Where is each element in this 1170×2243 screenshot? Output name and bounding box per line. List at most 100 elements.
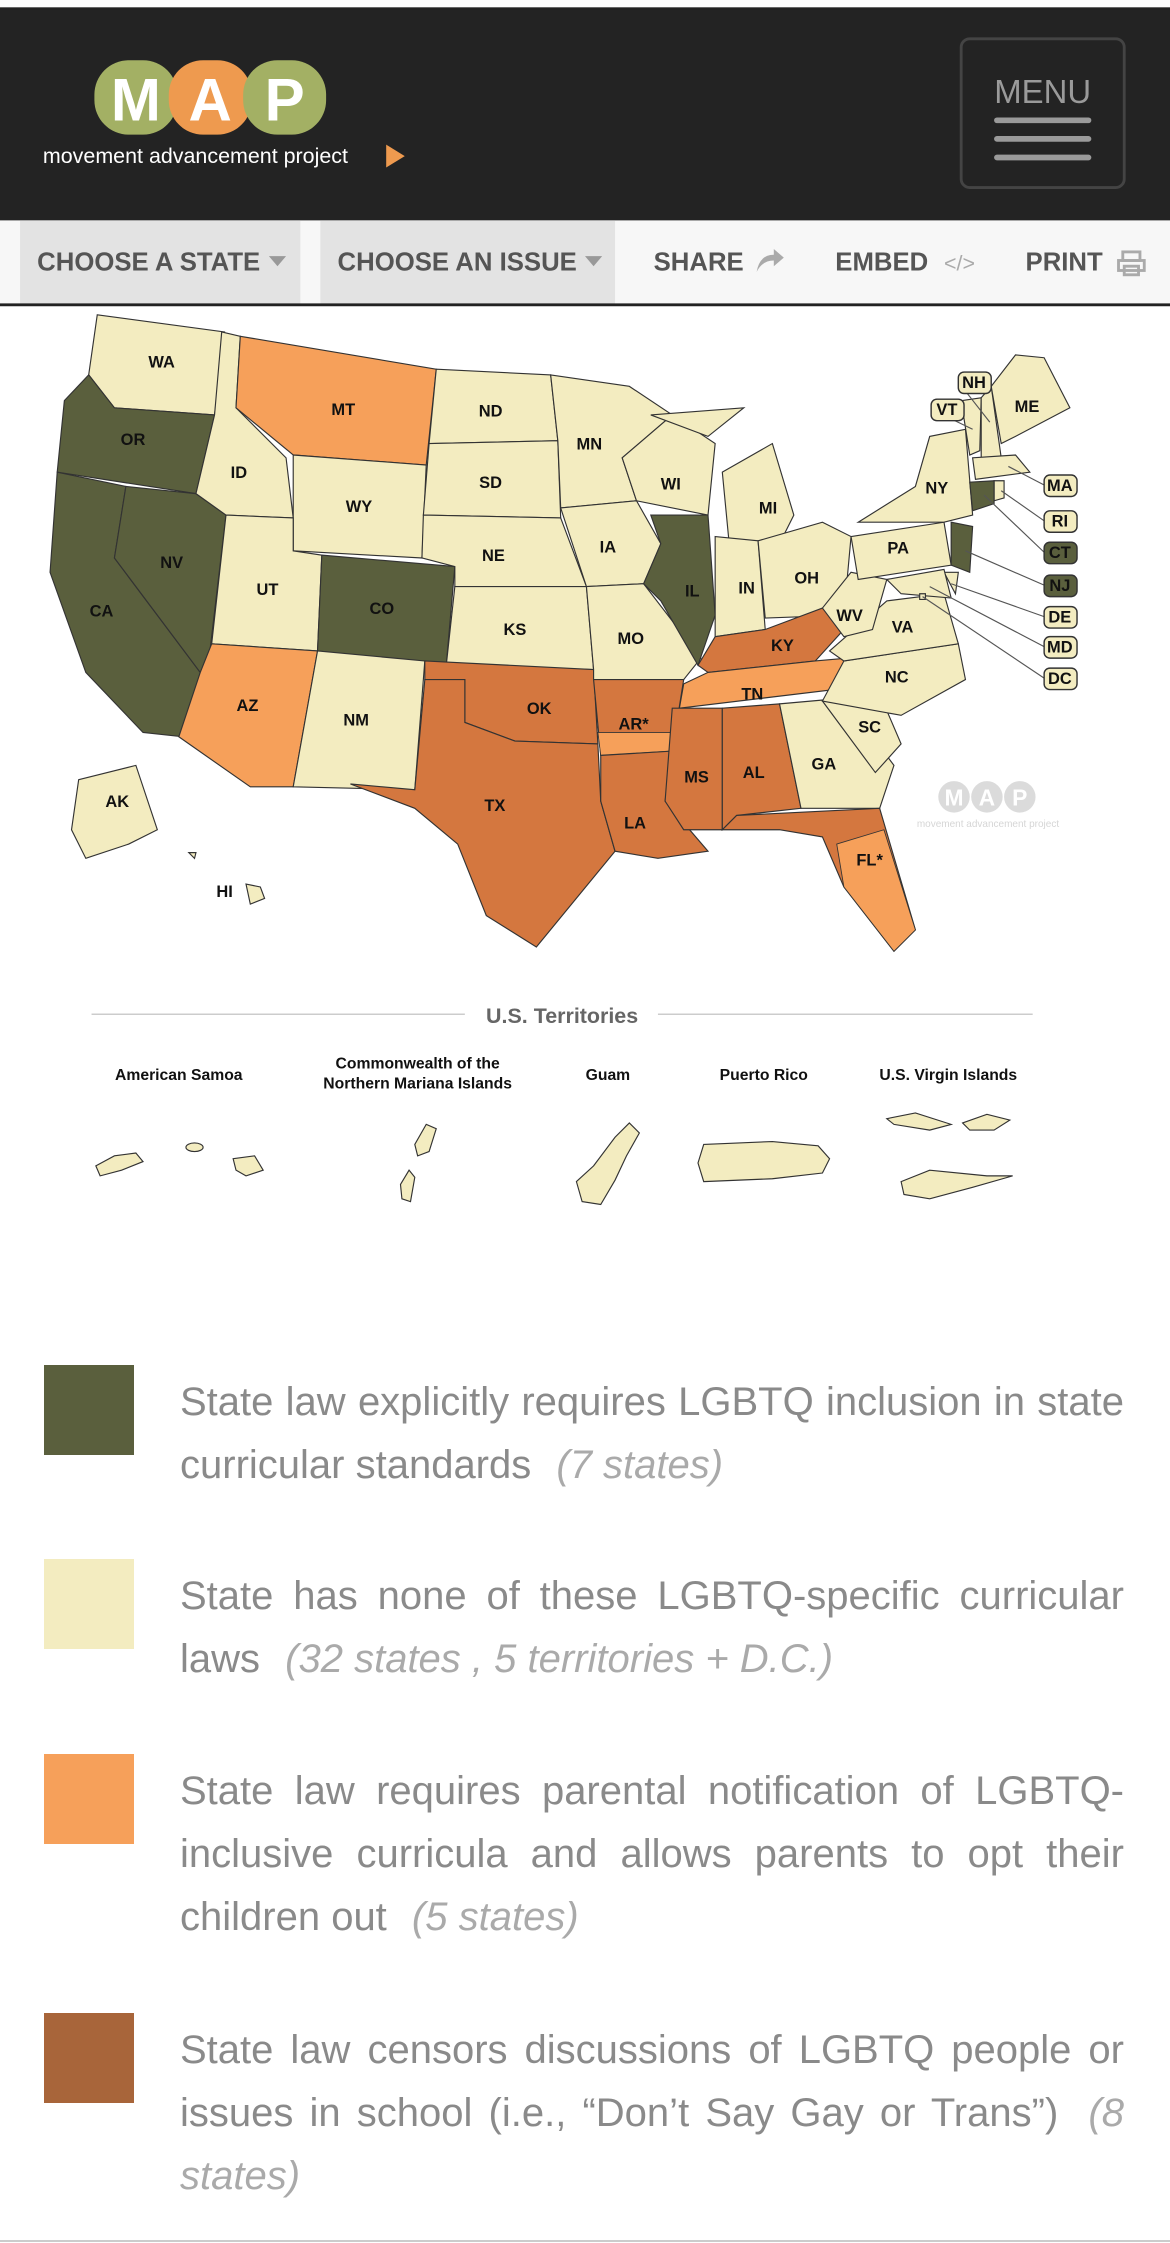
nav-dropdown[interactable] — [20, 220, 301, 305]
legend-text: State law requires parental notification… — [180, 1760, 1124, 1949]
state-part — [836, 829, 916, 952]
watermark-dot — [1004, 781, 1036, 813]
leader-line — [983, 494, 1045, 553]
label-box — [930, 398, 965, 422]
nav-item[interactable]: PRINT — [1026, 248, 1103, 276]
caret — [268, 256, 287, 267]
state — [960, 397, 982, 456]
label-box — [1043, 667, 1078, 691]
state-label: ID — [231, 464, 248, 482]
legend-swatch — [44, 1754, 134, 1844]
nav-item[interactable]: EMBED — [835, 248, 928, 276]
label-box — [1043, 574, 1078, 598]
label-box — [1043, 510, 1078, 533]
state — [245, 883, 266, 905]
state-part — [187, 852, 197, 860]
nav-item[interactable]: CHOOSE A STATE — [37, 248, 260, 276]
state-label: NV — [160, 554, 183, 572]
menu-box — [959, 37, 1126, 189]
logo[interactable]: M A P movement advancement project — [43, 60, 405, 168]
state-label: IL — [685, 583, 700, 601]
state — [971, 454, 1031, 480]
territory-shape — [232, 1155, 265, 1177]
nav-border — [0, 303, 1170, 307]
logo-a-bg — [168, 60, 252, 135]
label-box — [1043, 541, 1078, 565]
legend-label: State has none of these LGBTQ-specific c… — [180, 1574, 1124, 1681]
legend-count: (7 states) — [556, 1443, 724, 1487]
header-and-map: M A P movement advancement project MENU … — [0, 7, 1170, 1206]
territory-shape — [185, 1142, 204, 1153]
legend-count: (5 states) — [411, 1895, 579, 1939]
state — [621, 414, 716, 516]
state — [642, 514, 716, 667]
logo-arrow — [386, 144, 405, 168]
state-label: MI — [759, 500, 777, 518]
logo-letter: P — [265, 66, 305, 133]
label-box — [957, 371, 992, 395]
state-label: HI — [216, 883, 232, 901]
state-label: ND — [479, 402, 503, 420]
watermark-dot — [938, 781, 970, 813]
state-label: NC — [885, 668, 909, 686]
state-label: OR — [121, 431, 146, 449]
leader-line — [965, 550, 1045, 586]
territory-shape — [961, 1113, 1012, 1131]
state-label: CO — [370, 600, 395, 618]
state-label: ME — [1015, 398, 1040, 416]
share-icon — [756, 249, 784, 272]
territory-line: Guam — [586, 1067, 631, 1084]
state-label: NH — [962, 374, 986, 392]
state — [821, 571, 888, 638]
logo-p-bg — [243, 60, 327, 135]
watermark-letter: M — [944, 784, 963, 810]
state-label: TN — [741, 686, 763, 704]
state-label: SD — [479, 474, 502, 492]
state-label: WY — [346, 498, 373, 516]
state-label: VA — [892, 618, 914, 636]
watermark-dot — [971, 781, 1003, 813]
nav-dropdown[interactable] — [320, 220, 616, 305]
nav-item[interactable]: CHOOSE AN ISSUE — [338, 248, 577, 276]
logo-letter: M — [111, 66, 161, 133]
state-part — [650, 407, 746, 438]
legend-count: (32 states , 5 territories + D.C.) — [285, 1637, 834, 1681]
state-label: FL* — [856, 852, 883, 870]
state — [664, 707, 723, 831]
state-label: AK — [105, 793, 129, 811]
state-label: IA — [600, 538, 617, 556]
state-label: DE — [1048, 608, 1071, 626]
state-label: TX — [484, 797, 505, 815]
logo-letter: A — [189, 66, 232, 133]
state-label: MS — [684, 769, 709, 787]
state-label: KY — [771, 637, 794, 655]
state — [993, 480, 1005, 502]
territory-shape — [697, 1140, 831, 1183]
tagline: movement advancement project — [43, 144, 348, 168]
leader-line — [929, 586, 1045, 648]
territory-name: American Samoa — [115, 1067, 243, 1084]
state-label: WA — [148, 354, 175, 372]
legend-label: State law explicitly requires LGBTQ incl… — [180, 1380, 1124, 1487]
legend-swatch — [44, 1559, 134, 1649]
state — [856, 428, 974, 523]
logo-m-bg — [94, 60, 178, 135]
leader-line — [922, 596, 1045, 679]
print-icon — [1117, 250, 1146, 277]
territory-name: Guam — [586, 1067, 631, 1084]
state — [350, 678, 616, 948]
legend-text: State has none of these LGBTQ-specific c… — [180, 1565, 1124, 1691]
watermark-tagline: movement advancement project — [917, 819, 1060, 830]
state-label: WV — [836, 607, 863, 625]
state-label: CA — [90, 603, 114, 621]
caret — [585, 256, 603, 267]
territory-line: Northern Mariana Islands — [323, 1076, 512, 1093]
label-box — [1043, 635, 1078, 659]
watermark-letter: A — [979, 784, 996, 810]
state-label: MD — [1047, 638, 1073, 656]
menu-button[interactable]: MENU — [959, 37, 1126, 189]
legend-label: State law censors discussions of LGBTQ p… — [180, 2028, 1124, 2135]
leader-line — [1000, 490, 1045, 522]
territory-shape — [414, 1123, 437, 1157]
nav-item[interactable]: SHARE — [654, 248, 744, 276]
